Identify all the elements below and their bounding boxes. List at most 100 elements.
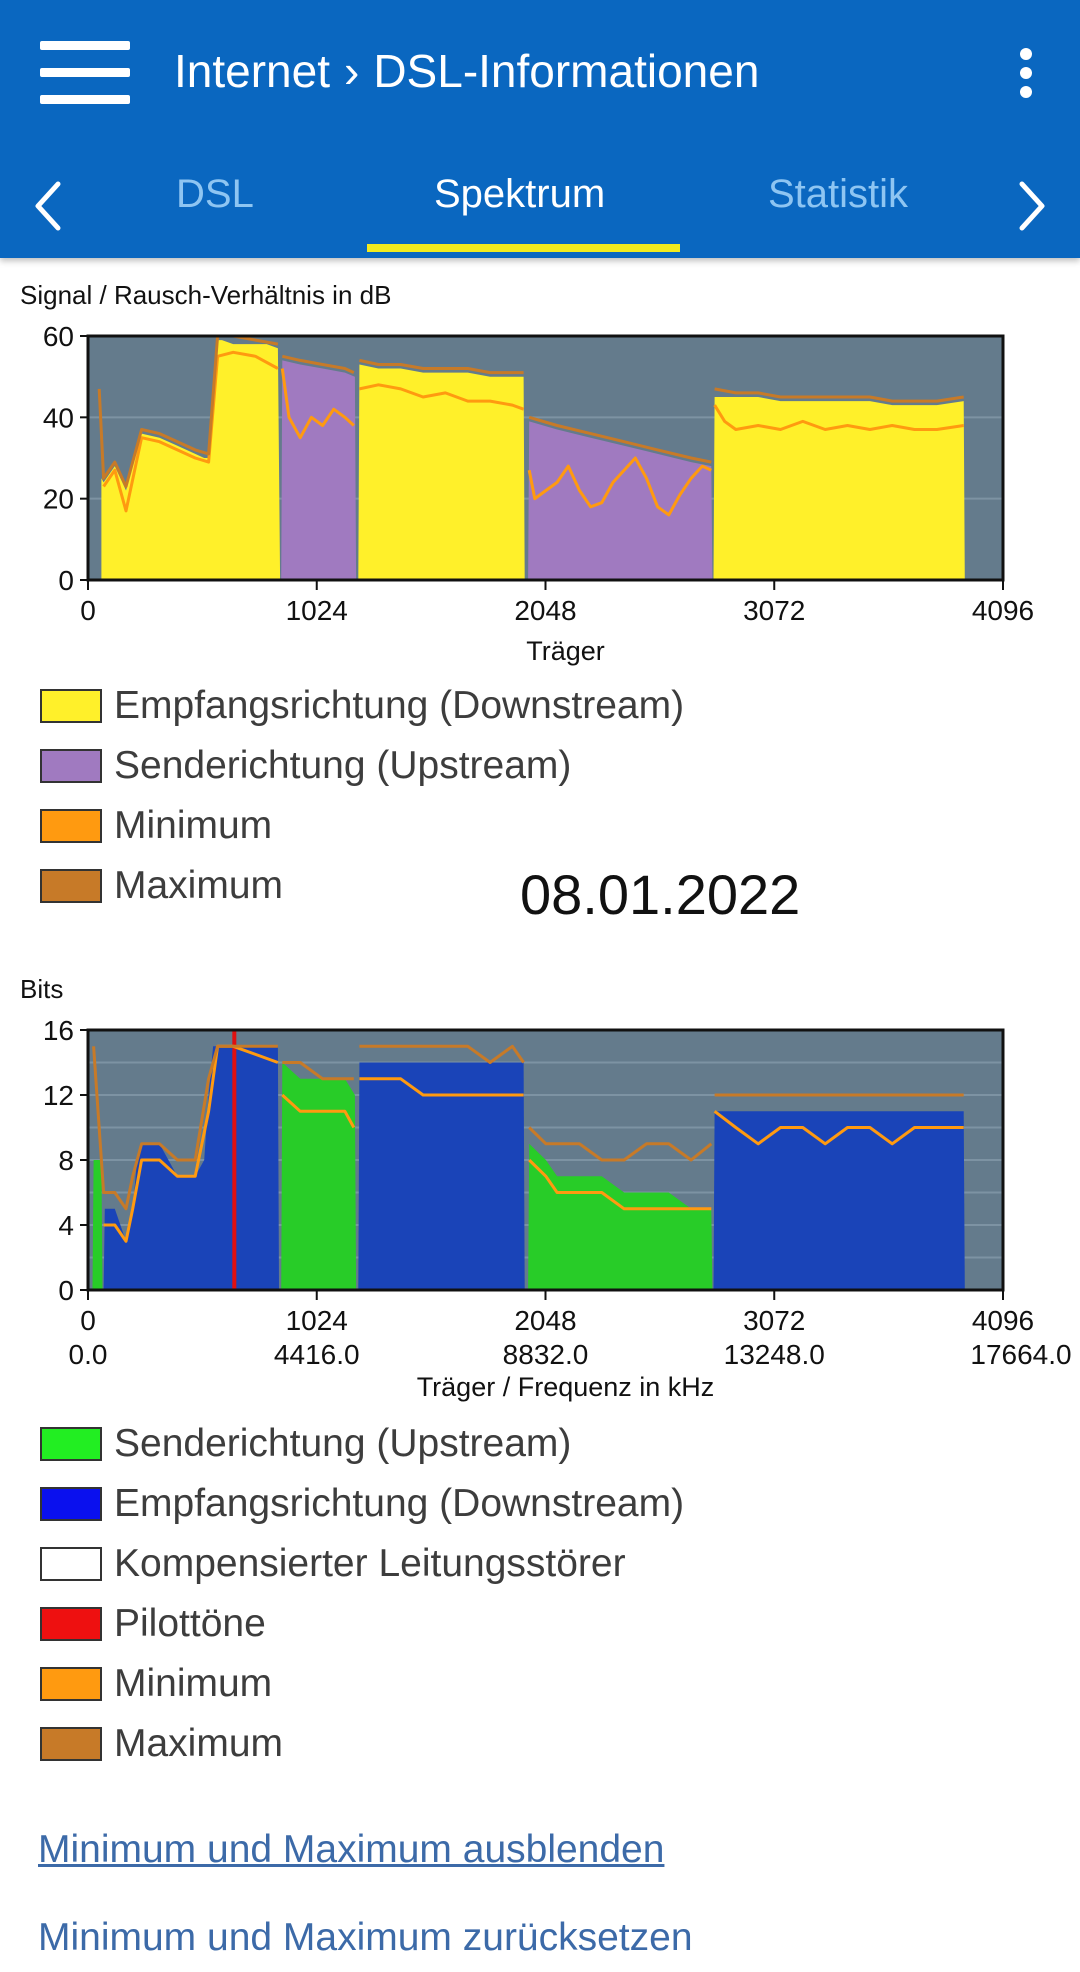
x-tick-label: 0	[80, 595, 96, 626]
series-line-maximum	[281, 354, 355, 374]
series-line-minimum	[713, 404, 964, 431]
app-bar: Internet › DSL-Informationen DSL Spektru…	[0, 0, 1080, 258]
page-title: Internet › DSL-Informationen	[174, 44, 759, 98]
y-tick-label: 16	[43, 1015, 74, 1046]
bits-legend: Senderichtung (Upstream) Empfangsrichtun…	[40, 1414, 684, 1774]
x-tick-label: 0	[80, 1305, 96, 1336]
x-tick-label: 2048	[514, 595, 576, 626]
series-line-maximum	[359, 1044, 525, 1064]
tab-dsl[interactable]: DSL	[176, 172, 254, 216]
tab-statistik[interactable]: Statistik	[768, 172, 909, 216]
series-area-upstream	[281, 360, 357, 580]
series-line-maximum	[528, 1126, 713, 1162]
series-line-minimum	[527, 456, 712, 517]
hide-minmax-link[interactable]: Minimum und Maximum ausblenden	[38, 1828, 665, 1871]
series-line-maximum	[714, 387, 964, 403]
legend-item-upstream: Senderichtung (Upstream)	[40, 1414, 684, 1474]
legend-label-minimum: Minimum	[114, 804, 273, 847]
legend-label-downstream: Empfangsrichtung (Downstream)	[114, 684, 685, 727]
snr-chart: 0 20 40 60 0 1024 2048 3072 4096 Träger	[43, 321, 1034, 666]
series-line-minimum	[280, 368, 355, 440]
x-axis-label: Träger	[526, 636, 605, 666]
legend-label-downstream: Empfangsrichtung (Downstream)	[114, 1482, 685, 1525]
series-area-downstream	[713, 397, 965, 580]
x-tick-label: 4096	[972, 595, 1034, 626]
legend-swatch-upstream	[40, 749, 102, 783]
series-line-minimum	[281, 1093, 356, 1129]
snr-legend: Empfangsrichtung (Downstream) Sendericht…	[40, 676, 684, 916]
legend-item-downstream: Empfangsrichtung (Downstream)	[40, 676, 684, 736]
legend-item-pilot-tones: Pilottöne	[40, 1594, 684, 1654]
legend-label-maximum: Maximum	[114, 864, 284, 907]
series-line-minimum	[102, 350, 279, 513]
series-line-maximum	[359, 358, 524, 375]
reset-minmax-link[interactable]: Minimum und Maximum zurücksetzen	[38, 1916, 693, 1959]
legend-label-upstream: Senderichtung (Upstream)	[114, 1422, 572, 1465]
legend-swatch-maximum	[40, 869, 102, 903]
date-annotation: 08.01.2022	[520, 863, 801, 926]
y-tick-label: 0	[58, 1275, 74, 1306]
y-tick-label: 40	[43, 402, 74, 433]
series-area-upstream	[92, 1160, 103, 1290]
legend-swatch-minimum	[40, 809, 102, 843]
bits-chart-title: Bits	[20, 974, 64, 1004]
legend-item-compensated-noise: Kompensierter Leitungsstörer	[40, 1534, 684, 1594]
x-tick-label: 1024	[286, 1305, 348, 1336]
series-line-maximum	[528, 415, 712, 464]
series-area-downstream	[358, 1062, 525, 1290]
series-area-upstream	[528, 421, 713, 580]
legend-swatch-downstream	[40, 1487, 102, 1521]
active-tab-indicator	[367, 244, 680, 252]
x-tick-label-frequency: 13248.0	[724, 1339, 825, 1370]
x-tick-label: 4096	[972, 1305, 1034, 1336]
y-tick-label: 12	[43, 1080, 74, 1111]
series-line-minimum	[528, 1158, 712, 1211]
x-tick-label: 1024	[286, 595, 348, 626]
y-tick-label: 60	[43, 321, 74, 352]
series-line-minimum	[713, 1110, 964, 1146]
legend-item-maximum: Maximum	[40, 1714, 684, 1774]
series-line-minimum	[359, 383, 525, 411]
y-tick-label: 0	[58, 565, 74, 596]
chevron-right-icon: ›	[344, 45, 360, 97]
bits-chart: 048121600.010244416.020488832.0307213248…	[43, 1015, 1072, 1402]
legend-swatch-pilot-tones	[40, 1607, 102, 1641]
legend-item-upstream: Senderichtung (Upstream)	[40, 736, 684, 796]
legend-item-minimum: Minimum	[40, 1654, 684, 1714]
y-tick-label: 4	[58, 1210, 74, 1241]
kebab-menu-icon[interactable]	[1012, 46, 1040, 100]
series-area-downstream	[101, 340, 281, 580]
x-axis-label: Träger / Frequenz in kHz	[417, 1372, 715, 1402]
tabs-prev-chevron-left-icon[interactable]	[28, 176, 68, 236]
y-tick-label: 20	[43, 484, 74, 515]
legend-item-maximum: Maximum	[40, 856, 684, 916]
x-tick-label-frequency: 8832.0	[503, 1339, 589, 1370]
tab-spektrum[interactable]: Spektrum	[434, 172, 606, 216]
series-line-maximum	[92, 1044, 278, 1211]
series-line-maximum	[282, 1061, 354, 1081]
x-tick-label: 2048	[514, 1305, 576, 1336]
legend-item-minimum: Minimum	[40, 796, 684, 856]
breadcrumb-dsl-informationen: DSL-Informationen	[373, 45, 760, 97]
legend-label-pilot-tones: Pilottöne	[114, 1602, 266, 1645]
y-tick-label: 8	[58, 1145, 74, 1176]
legend-label-compensated-noise: Kompensierter Leitungsstörer	[114, 1542, 626, 1585]
legend-swatch-upstream	[40, 1427, 102, 1461]
legend-item-downstream: Empfangsrichtung (Downstream)	[40, 1474, 684, 1534]
snr-chart-title: Signal / Rausch-Verhältnis in dB	[20, 280, 392, 310]
x-tick-label-frequency: 4416.0	[274, 1339, 360, 1370]
x-tick-label: 3072	[743, 595, 805, 626]
legend-label-maximum: Maximum	[114, 1722, 284, 1765]
legend-swatch-downstream	[40, 689, 102, 723]
series-line-minimum	[359, 1077, 524, 1097]
tabs-next-chevron-right-icon[interactable]	[1012, 176, 1052, 236]
hamburger-menu-icon[interactable]	[40, 38, 130, 108]
x-tick-label: 3072	[743, 1305, 805, 1336]
legend-label-upstream: Senderichtung (Upstream)	[114, 744, 572, 787]
x-tick-label-frequency: 17664.0	[970, 1339, 1071, 1370]
legend-swatch-minimum	[40, 1667, 102, 1701]
breadcrumb-internet[interactable]: Internet	[174, 45, 330, 97]
legend-swatch-maximum	[40, 1727, 102, 1761]
series-area-upstream	[528, 1143, 713, 1290]
legend-label-minimum: Minimum	[114, 1662, 273, 1705]
